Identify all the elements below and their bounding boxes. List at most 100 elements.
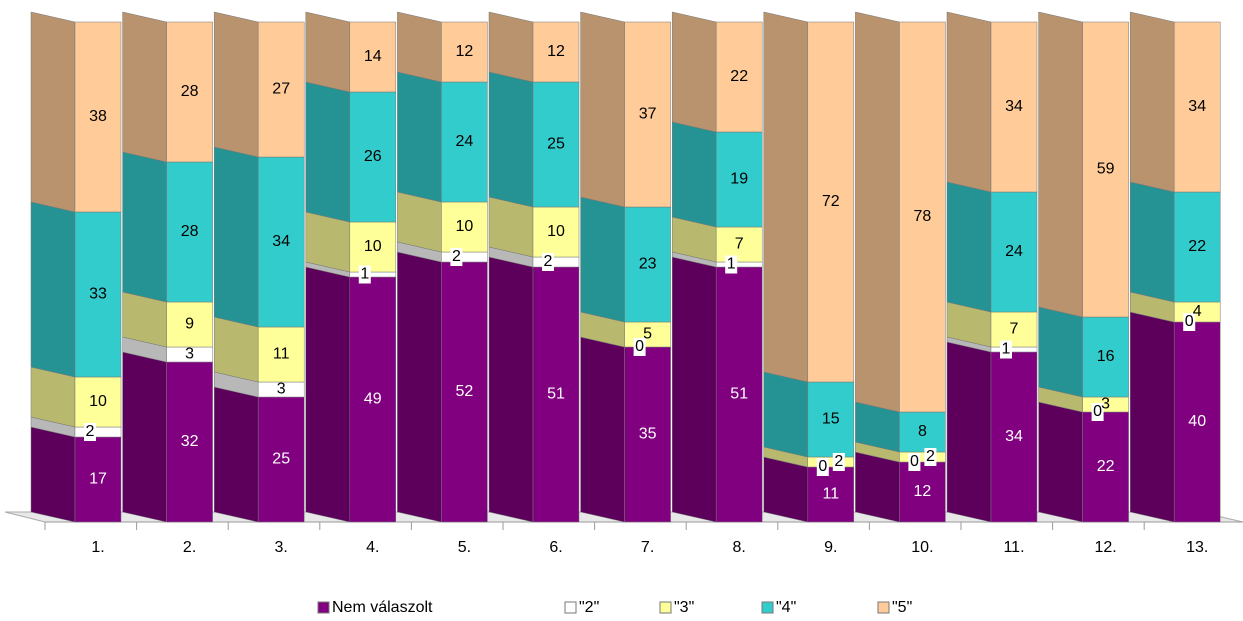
bar (74, 426, 122, 438)
data-label-bg (1000, 340, 1012, 359)
data-label-bg (832, 453, 845, 471)
data-label-bg (358, 265, 371, 284)
bar (532, 256, 580, 268)
bar (1173, 21, 1221, 193)
bar-side (1129, 11, 1175, 193)
bar-side (946, 341, 992, 523)
data-label: 52 (456, 383, 474, 400)
bar (807, 466, 855, 523)
data-label: 78 (914, 208, 932, 225)
bar (624, 206, 671, 323)
x-tick-label: 7. (641, 539, 654, 556)
bar (349, 271, 397, 278)
bar (990, 351, 1038, 523)
data-label: 49 (364, 391, 382, 408)
bar-side (855, 11, 900, 413)
data-label: 25 (272, 451, 290, 468)
bar (166, 161, 213, 303)
bar (166, 301, 213, 348)
bar-side (397, 11, 442, 83)
data-label-bg (450, 248, 463, 266)
data-label: 40 (1188, 413, 1206, 430)
data-label: 5 (643, 326, 652, 343)
data-label-bg (816, 458, 829, 476)
bar (715, 131, 763, 228)
x-tick-label: 8. (733, 539, 746, 556)
bar-side (946, 11, 992, 193)
bar (74, 436, 122, 523)
data-label: 10 (456, 218, 474, 235)
data-label: 23 (639, 256, 657, 273)
bar-side (488, 71, 534, 208)
bar-side (488, 256, 534, 523)
bar-side (671, 256, 717, 523)
data-label-bg (1091, 403, 1104, 421)
bar-side (30, 201, 76, 378)
data-label: 24 (456, 133, 474, 150)
data-label: 22 (1188, 238, 1206, 255)
bar (1082, 316, 1129, 398)
data-label: 8 (918, 423, 927, 440)
bar (166, 361, 213, 523)
bar-side (1038, 306, 1083, 398)
bar (990, 311, 1038, 348)
data-label: 1 (1002, 341, 1011, 358)
bar-side (30, 11, 76, 213)
bar-side (213, 316, 259, 383)
bar (257, 21, 305, 158)
data-label: 34 (1188, 98, 1206, 115)
data-label: 2 (834, 453, 843, 470)
data-label: 1 (727, 256, 736, 273)
data-label: 10 (364, 238, 382, 255)
data-label: 19 (730, 171, 748, 188)
data-label: 15 (822, 411, 840, 428)
x-tick-label: 1. (91, 539, 104, 556)
bar (807, 21, 855, 383)
data-label: 28 (181, 223, 199, 240)
bar-side (305, 11, 351, 93)
bar (532, 81, 580, 208)
x-tick-label: 10. (911, 539, 933, 556)
bar-side (213, 146, 259, 328)
bar-side (30, 366, 76, 428)
bar-side (763, 11, 809, 383)
bar-side (580, 11, 625, 208)
data-label: 24 (1005, 243, 1023, 260)
x-tick-label: 3. (275, 539, 288, 556)
data-label: 3 (277, 381, 286, 398)
x-tick-label: 9. (824, 539, 837, 556)
data-label: 9 (185, 316, 194, 333)
bar (349, 91, 397, 223)
bar (807, 456, 855, 468)
data-label: 11 (273, 346, 290, 363)
bar (1173, 191, 1221, 303)
data-label: 2 (544, 253, 553, 270)
bar-side (305, 266, 351, 523)
bar (990, 21, 1038, 193)
legend-label: "4" (776, 599, 796, 616)
bar (807, 381, 855, 458)
x-tick-label: 4. (366, 539, 379, 556)
legend-swatch (659, 601, 672, 614)
data-label: 34 (1005, 428, 1023, 445)
bar-side (488, 196, 534, 258)
bar (441, 251, 488, 263)
bar (624, 21, 671, 208)
bar (349, 21, 397, 93)
bar (349, 276, 397, 523)
bar (74, 376, 122, 428)
x-tick-label: 11. (1003, 539, 1024, 556)
bar (715, 266, 763, 523)
bar (624, 321, 671, 348)
data-label-bg (542, 253, 554, 271)
data-label: 26 (364, 148, 382, 165)
bar (899, 451, 946, 463)
data-label: 16 (1097, 348, 1115, 365)
bar (166, 21, 213, 163)
legend-swatch (877, 601, 890, 614)
bar (74, 211, 122, 378)
bar (257, 326, 305, 383)
data-label: 0 (910, 453, 919, 470)
bar-side (763, 456, 809, 523)
